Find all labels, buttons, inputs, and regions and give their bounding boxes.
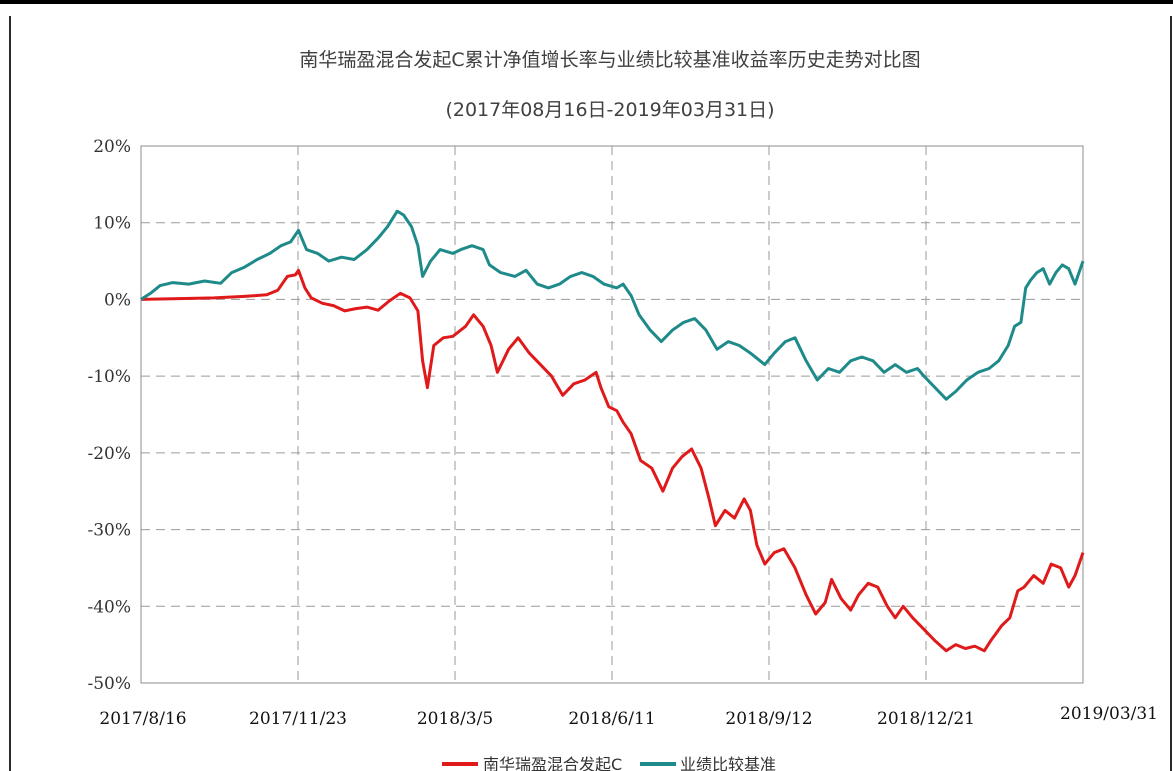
legend-label: 南华瑞盈混合发起C: [483, 755, 622, 771]
x-tick-label: 2017/8/16: [99, 709, 186, 729]
series-line-benchmark: [140, 209, 1085, 401]
series-lines: [140, 209, 1085, 653]
series-line-fund: [140, 268, 1085, 653]
legend-label: 业绩比较基准: [680, 755, 776, 771]
y-tick-label: -10%: [87, 367, 131, 387]
y-tick-label: -40%: [87, 597, 131, 617]
chart-subtitle: (2017年08月16日-2019年03月31日): [445, 99, 774, 121]
y-tick-label: 20%: [93, 137, 131, 157]
x-tick-label: 2018/3/5: [417, 709, 493, 729]
top-border: [0, 0, 1173, 4]
legend: 南华瑞盈混合发起C 业绩比较基准: [442, 755, 776, 771]
y-tick-label: 10%: [93, 214, 131, 234]
x-tick-label: 2018/12/21: [877, 709, 975, 729]
x-tick-label: 2018/9/12: [725, 709, 812, 729]
grid: [141, 146, 1083, 683]
y-tick-label: -50%: [87, 674, 131, 694]
x-tick-label: 2019/03/31: [1060, 704, 1158, 724]
plot-area: [140, 145, 1084, 684]
y-tick-label: 0%: [104, 290, 131, 310]
x-axis: 2017/8/16 2017/11/23 2018/3/5 2018/6/11 2018…: [99, 704, 1158, 729]
chart-title: 南华瑞盈混合发起C累计净值增长率与业绩比较基准收益率历史走势对比图: [299, 49, 920, 71]
y-axis: 20% 10% 0% -10% -20% -30% -40% -50%: [87, 137, 131, 694]
y-tick-label: -30%: [87, 521, 131, 541]
y-tick-label: -20%: [87, 444, 131, 464]
x-tick-label: 2017/11/23: [249, 709, 347, 729]
x-tick-label: 2018/6/11: [568, 709, 655, 729]
